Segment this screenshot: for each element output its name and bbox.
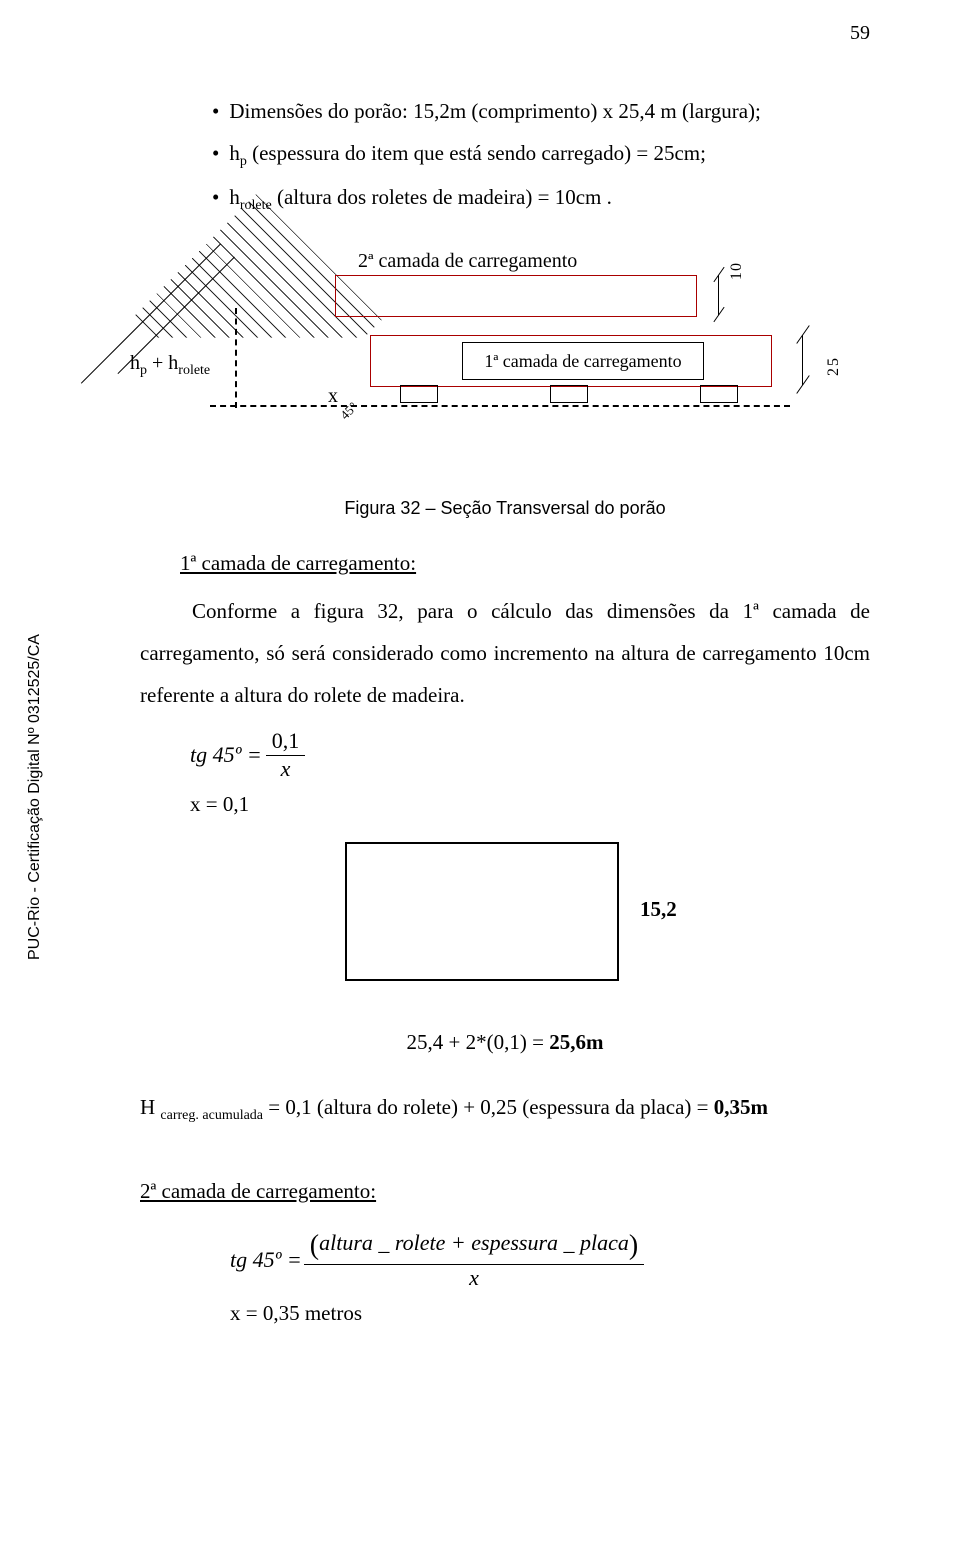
x-equals-035: x = 0,35 metros <box>230 1301 870 1326</box>
formula1-num: 0,1 <box>266 728 306 755</box>
rect-152 <box>345 842 619 981</box>
formula1-lhs: tg 45º = <box>190 742 262 768</box>
rolete-box <box>550 385 588 403</box>
bullet-3: • hrolete (altura dos roletes de madeira… <box>212 176 870 220</box>
vertical-guide <box>235 308 237 408</box>
paren-close: ) <box>629 1230 638 1261</box>
section1-heading: 1ª camada de carregamento: <box>180 551 870 576</box>
h-carreg-line: H carreg. acumulada = 0,1 (altura do rol… <box>140 1095 870 1124</box>
formula-tg45-2: tg 45º = (altura _ rolete + espessura _ … <box>230 1228 870 1291</box>
h-sub: carreg. acumulada <box>160 1108 263 1123</box>
section1-body-text: Conforme a figura 32, para o cálculo das… <box>140 599 870 707</box>
hp-sub1: p <box>140 363 147 378</box>
page: 59 • Dimensões do porão: 15,2m (comprime… <box>0 0 960 1541</box>
bullet-2-text: hp (espessura do item que está sendo car… <box>229 132 706 176</box>
rect-152-wrap: 15,2 <box>140 842 870 1002</box>
bullet-1: • Dimensões do porão: 15,2m (comprimento… <box>212 90 870 132</box>
b2-post: (espessura do item que está sendo carreg… <box>247 141 706 165</box>
hp-sub2: rolete <box>178 363 210 378</box>
x-equals-01: x = 0,1 <box>190 792 870 817</box>
hp-pre: h <box>130 352 140 374</box>
center-equation: 25,4 + 2*(0,1) = 25,6m <box>140 1030 870 1055</box>
h-pre: H <box>140 1095 160 1119</box>
dim10-line <box>718 275 719 315</box>
layer1-label-box: 1ª camada de carregamento <box>462 342 704 380</box>
dim25-line <box>802 335 803 385</box>
dim10-tick <box>713 267 724 282</box>
bullet-dot: • <box>212 176 219 218</box>
formula-tg45-1: tg 45º = 0,1 x <box>190 728 870 781</box>
center-eq-bold: 25,6m <box>549 1030 603 1054</box>
dim25-text: 25 <box>825 356 843 376</box>
baseline-dashed <box>210 405 790 407</box>
b3-pre: h <box>229 185 240 209</box>
bullet-1-text: Dimensões do porão: 15,2m (comprimento) … <box>229 90 761 132</box>
formula2-num-inner: altura _ rolete + espessura _ placa <box>319 1230 629 1255</box>
dim10-text: 10 <box>728 262 746 280</box>
h-post: = 0,1 (altura do rolete) + 0,25 (espessu… <box>263 1095 714 1119</box>
formula2-fraction: (altura _ rolete + espessura _ placa) x <box>304 1228 644 1291</box>
section2-heading: 2ª camada de carregamento: <box>140 1179 870 1204</box>
bullet-3-text: hrolete (altura dos roletes de madeira) … <box>229 176 612 220</box>
dim10-tick <box>713 307 724 322</box>
figure-caption: Figura 32 – Seção Transversal do porão <box>140 498 870 519</box>
formula2-den: x <box>469 1265 479 1291</box>
formula2-lhs: tg 45º = <box>230 1247 302 1273</box>
sidebar-vertical-text: PUC-Rio - Certificação Digital Nº 031252… <box>26 634 44 960</box>
page-number: 59 <box>850 22 870 45</box>
b2-pre: h <box>229 141 240 165</box>
rect-152-label: 15,2 <box>640 897 677 922</box>
h-bold: 0,35m <box>714 1095 768 1119</box>
formula1-fraction: 0,1 x <box>266 728 306 781</box>
layer1-label: 1ª camada de carregamento <box>484 351 681 372</box>
cross-section-diagram: 2ª camada de carregamento 10 1ª camada d… <box>140 250 870 480</box>
section1-body: Conforme a figura 32, para o cálculo das… <box>140 590 870 716</box>
angle-45: 45° <box>337 399 361 423</box>
formula1-den: x <box>275 756 297 782</box>
bullet-dot: • <box>212 90 219 132</box>
b3-post: (altura dos roletes de madeira) = 10cm . <box>272 185 612 209</box>
b2-sub: p <box>240 154 247 169</box>
rolete-box <box>400 385 438 403</box>
hp-hrolete-label: hp + hrolete <box>130 352 210 379</box>
layer2-box <box>335 275 697 317</box>
x-label: x <box>328 385 338 408</box>
hp-mid: + h <box>147 352 178 374</box>
rolete-box <box>700 385 738 403</box>
center-eq-left: 25,4 + 2*(0,1) = <box>407 1030 550 1054</box>
bullet-dot: • <box>212 132 219 174</box>
bullet-2: • hp (espessura do item que está sendo c… <box>212 132 870 176</box>
dim25-tick <box>796 376 809 395</box>
paren-open: ( <box>310 1230 319 1261</box>
formula2-num: (altura _ rolete + espessura _ placa) <box>304 1228 644 1265</box>
dim25-tick <box>796 326 809 345</box>
layer2-label: 2ª camada de carregamento <box>358 250 577 273</box>
